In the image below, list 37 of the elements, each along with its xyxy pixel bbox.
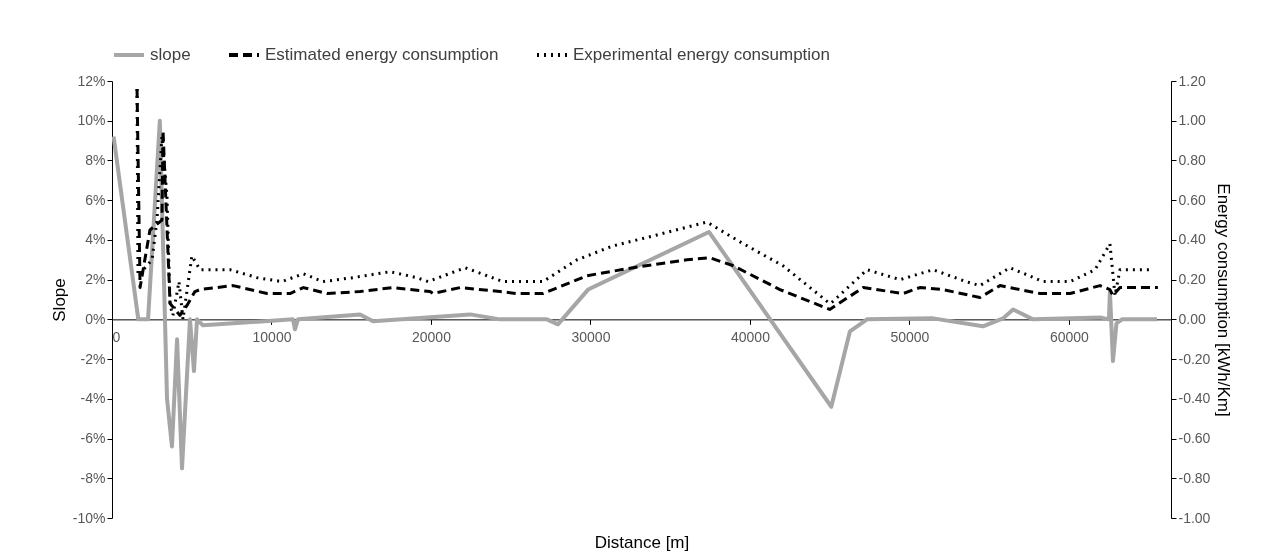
y2-tick-label: 0.80 [1178,151,1206,168]
legend-label: slope [150,45,191,64]
y2-tick-label: -0.60 [1178,430,1211,447]
x-axis-title: Distance [m] [594,532,690,552]
y-tick-label: -10% [72,509,106,526]
y2-tick-label: 0.40 [1178,231,1206,248]
x-tick-label: 10000 [252,328,292,345]
y-tick-label: -2% [80,350,106,367]
y2-tick-label: -0.20 [1178,350,1211,367]
y2-tick-label: -1.00 [1178,509,1211,526]
legend-label: Estimated energy consumption [265,45,499,64]
x-tick-label: 50000 [890,328,930,345]
x-tick-label: 0 [112,328,121,345]
y2-axis-title: Energy consumption [kWh/Km] [1214,183,1234,417]
y2-tick-label: 1.20 [1178,72,1206,89]
y-tick-label: 4% [85,231,106,248]
legend-label: Experimental energy consumption [573,45,831,64]
y-tick-label: -8% [80,469,106,486]
y2-tick-label: 0.20 [1178,271,1206,288]
y-axis-title: Slope [49,278,69,322]
y-tick-label: -4% [80,390,106,407]
x-tick-label: 20000 [412,328,452,345]
y2-tick-label: 0.00 [1178,310,1206,327]
y-tick-label: 8% [85,151,106,168]
y2-tick-label: 0.60 [1178,191,1206,208]
x-tick-label: 60000 [1049,328,1090,345]
y2-tick-label: -0.40 [1178,390,1211,407]
y-tick-label: 6% [85,191,106,208]
x-tick-label: 40000 [730,328,771,345]
y-tick-label: -6% [80,430,106,447]
y-tick-label: 2% [85,271,106,288]
y-tick-label: 10% [77,112,106,129]
y-tick-label: 0% [85,310,106,327]
y-tick-label: 12% [77,72,106,89]
x-tick-label: 30000 [571,328,611,345]
y2-tick-label: 1.00 [1178,112,1206,129]
y2-tick-label: -0.80 [1178,469,1211,486]
